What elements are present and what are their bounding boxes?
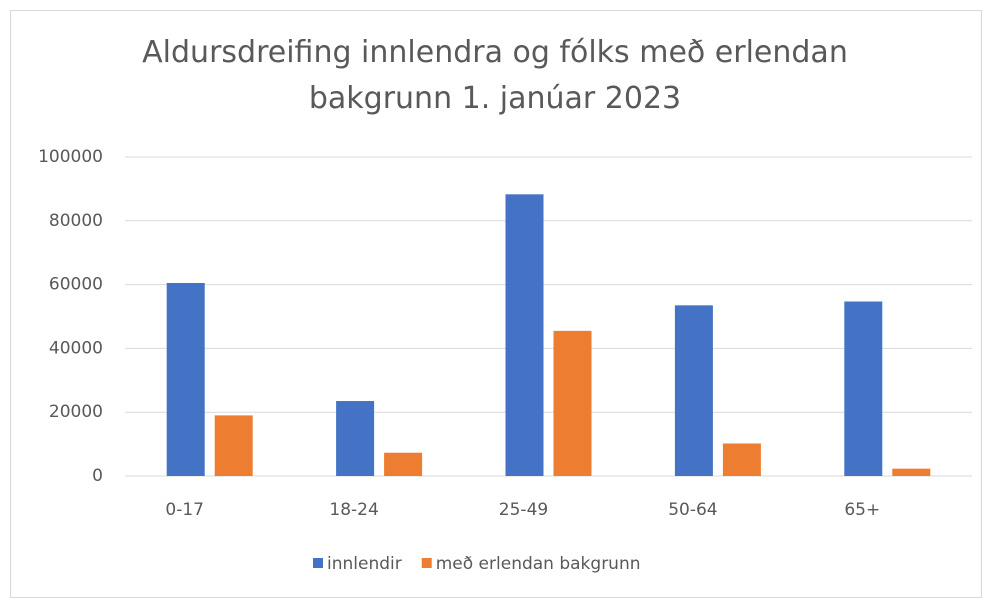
legend-label: með erlendan bakgrunn — [436, 554, 641, 574]
bar — [505, 194, 544, 476]
x-tick-label: 25-49 — [499, 500, 548, 520]
bar — [214, 415, 253, 476]
y-tick-label: 40000 — [49, 338, 103, 358]
bar — [674, 305, 713, 476]
x-tick-label: 65+ — [844, 500, 880, 520]
x-tick-label: 50-64 — [668, 500, 717, 520]
y-tick-label: 60000 — [49, 275, 103, 295]
y-tick-label: 0 — [92, 466, 103, 486]
bar — [844, 301, 883, 476]
bar — [336, 401, 375, 476]
y-tick-label: 80000 — [49, 211, 103, 231]
bar — [722, 443, 761, 476]
y-tick-label: 20000 — [49, 402, 103, 422]
bar — [892, 468, 931, 476]
x-tick-label: 18-24 — [329, 500, 378, 520]
y-tick-label: 100000 — [38, 147, 103, 167]
x-tick-label: 0-17 — [165, 500, 204, 520]
legend-swatch — [313, 558, 323, 568]
bar — [553, 330, 592, 476]
bar — [166, 283, 205, 476]
legend-swatch — [421, 558, 432, 568]
bar — [384, 452, 423, 476]
legend-label: innlendir — [327, 554, 402, 574]
chart-title: Aldursdreifing innlendra og fólks með er… — [142, 35, 848, 116]
